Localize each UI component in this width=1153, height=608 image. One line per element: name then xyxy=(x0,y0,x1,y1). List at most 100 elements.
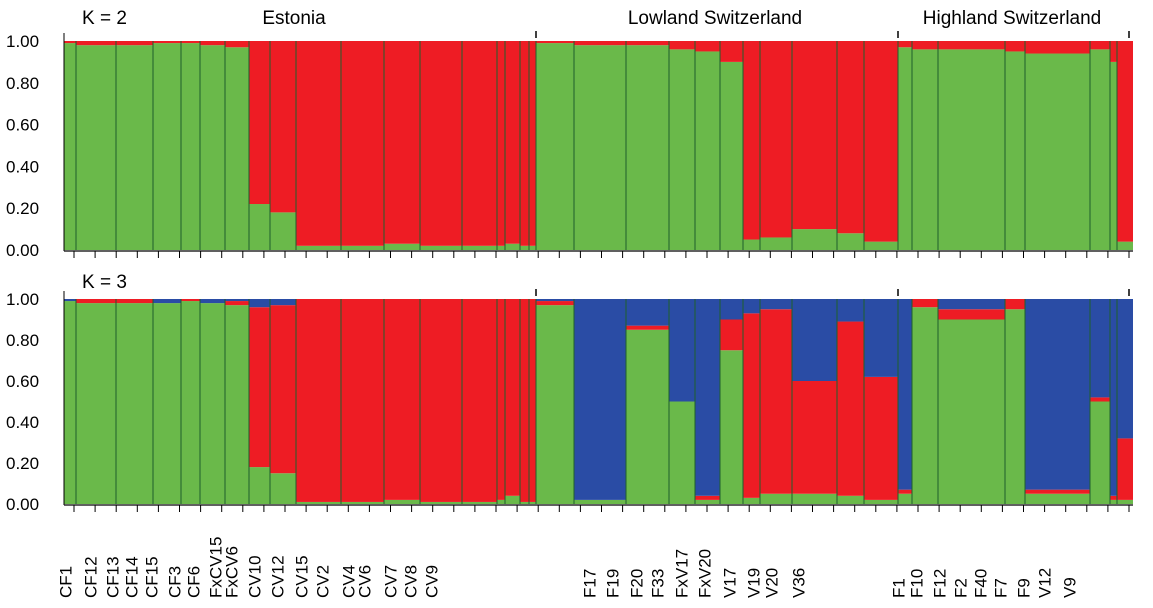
bar-segment-red-CV2 xyxy=(420,299,462,502)
population-label: V19 xyxy=(744,568,763,598)
bar-segment-green-CV6 xyxy=(497,499,505,504)
population-label: CF15 xyxy=(142,556,161,598)
bar-segment-green-F17 xyxy=(536,43,574,251)
bar-segment-red-CV10 xyxy=(296,41,341,246)
bar-segment-red-CF6 xyxy=(225,301,249,306)
population-label: CF1 xyxy=(56,566,75,598)
bar-segment-green-CV8 xyxy=(520,245,529,250)
bar-segment-red-F33 xyxy=(669,41,695,50)
bar-segment-red-CV8 xyxy=(520,299,529,502)
bar-segment-red-CV6 xyxy=(497,41,505,246)
population-label: F40 xyxy=(971,569,990,598)
bar-segment-green-CF14 xyxy=(153,43,181,251)
bar-segment-green-FxV17 xyxy=(695,51,720,251)
bar-segment-red-CF1 xyxy=(64,41,76,44)
panel-k2: 0.00 0.20 0.40 0.60 0.80 1.00 xyxy=(6,31,1133,260)
bar-segment-green-FxCV15 xyxy=(249,467,270,504)
bar-segment-red-V36 xyxy=(837,321,864,496)
population-label: FxCV6 xyxy=(222,546,241,598)
bar-segment-red-FxCV6 xyxy=(270,305,296,474)
bar-segment-red-CF15 xyxy=(181,299,200,302)
population-label: F2 xyxy=(951,578,970,598)
bar-segment-red-CF14 xyxy=(153,41,181,44)
bar-segment-green-CF6 xyxy=(225,305,249,504)
bar-segment-green-CV10 xyxy=(296,501,341,504)
bar-segment-red-CV4 xyxy=(462,41,497,246)
bar-segment-blue-V9 xyxy=(1117,299,1133,439)
bar-segment-red-F40 xyxy=(1005,41,1025,52)
bar-segment-blue-CF14 xyxy=(153,299,181,304)
bar-segment-green-CV9 xyxy=(529,245,536,250)
bar-segment-green-F17 xyxy=(536,305,574,504)
bar-segment-red-CV2 xyxy=(420,41,462,246)
bar-segment-red-F12 xyxy=(912,299,938,308)
bar-segment-red-CF3 xyxy=(200,41,225,46)
bar-segment-blue-FxCV15 xyxy=(249,299,270,308)
bar-segment-green-F9 xyxy=(1090,401,1110,504)
population-label: V36 xyxy=(789,568,808,598)
bar-segment-red-FxV20 xyxy=(720,41,743,62)
bar-segment-green-F9 xyxy=(1090,49,1110,250)
population-label: CF13 xyxy=(103,556,122,598)
bar-segment-blue-V20 xyxy=(792,299,837,381)
bar-segment-blue-F7 xyxy=(1025,299,1090,490)
population-label: FxV20 xyxy=(695,549,714,598)
bar-segment-red-F2 xyxy=(938,41,1005,50)
bar-segment-red-F20 xyxy=(626,325,669,330)
bar-segment-green-V12 xyxy=(1110,61,1117,251)
panel-k3: 0.00 0.20 0.40 0.60 0.80 1.00 xyxy=(6,289,1133,514)
bar-segment-green-V19 xyxy=(760,237,792,250)
bar-segment-red-V17 xyxy=(743,313,760,498)
bar-segment-red-V19 xyxy=(760,309,792,494)
bar-segment-green-F33 xyxy=(669,49,695,250)
bar-segment-blue-F33 xyxy=(669,299,695,402)
bar-segment-green-F20 xyxy=(626,45,669,251)
bar-segment-red-CV12 xyxy=(341,41,384,246)
bar-segment-green-F2 xyxy=(938,49,1005,250)
bar-segment-green-CV9 xyxy=(529,501,536,504)
y-tick-label: 1.00 xyxy=(6,32,39,51)
population-label: CV15 xyxy=(292,555,311,598)
population-label: V12 xyxy=(1035,568,1054,598)
bar-segment-red-FxV20 xyxy=(720,319,743,351)
y-tick-label: 0.20 xyxy=(6,199,39,218)
population-label: F10 xyxy=(907,569,926,598)
bar-segment-green-F19 xyxy=(574,499,626,504)
population-label: F7 xyxy=(991,578,1010,598)
bar-segment-blue-V17 xyxy=(743,299,760,314)
bar-segment-green-CV15 xyxy=(384,499,420,504)
bar-segment-red-V9 xyxy=(1117,438,1133,500)
population-label: F1 xyxy=(889,578,908,598)
bar-segment-green-CF3 xyxy=(200,303,225,504)
bar-segment-red-F10 xyxy=(898,489,912,494)
bar-segment-green-FxV17 xyxy=(695,499,720,504)
y-tick-label: 0.80 xyxy=(6,74,39,93)
bar-segment-red-CV10 xyxy=(296,299,341,502)
bar-segment-red-FxCV15 xyxy=(249,307,270,468)
bar-segment-red-CV15 xyxy=(384,41,420,244)
population-label: CV2 xyxy=(313,565,332,598)
bar-segment-green-CF6 xyxy=(225,47,249,250)
bar-segment-green-CF1 xyxy=(64,43,76,251)
bar-segment-red-V9 xyxy=(1117,41,1133,242)
bar-segment-red-F17 xyxy=(536,301,574,306)
bar-segment-green-CV15 xyxy=(384,243,420,250)
bar-segment-red-CF15 xyxy=(181,41,200,44)
bar-segment-green-V36 xyxy=(837,495,864,504)
bar-segment-red-V36 xyxy=(837,41,864,234)
bar-segment-red-V17 xyxy=(743,41,760,240)
panel-label-k2: K = 2 xyxy=(82,8,127,29)
bar-segment-blue-FxV17 xyxy=(695,299,720,496)
bar-segment-red-F40 xyxy=(1005,299,1025,310)
bar-segment-green-V17 xyxy=(743,497,760,504)
population-label: CV10 xyxy=(245,555,264,598)
population-label: F9 xyxy=(1014,578,1033,598)
bar-segment-red-FxV17 xyxy=(695,495,720,500)
bar-segment-blue-F10 xyxy=(898,299,912,490)
bar-segment-green-F12 xyxy=(912,49,938,250)
bar-segment-blue-V19 xyxy=(760,299,792,310)
population-label: F20 xyxy=(627,569,646,598)
population-label: F12 xyxy=(930,569,949,598)
bar-segment-green-F1 xyxy=(864,499,898,504)
bar-segment-green-CV2 xyxy=(420,245,462,250)
